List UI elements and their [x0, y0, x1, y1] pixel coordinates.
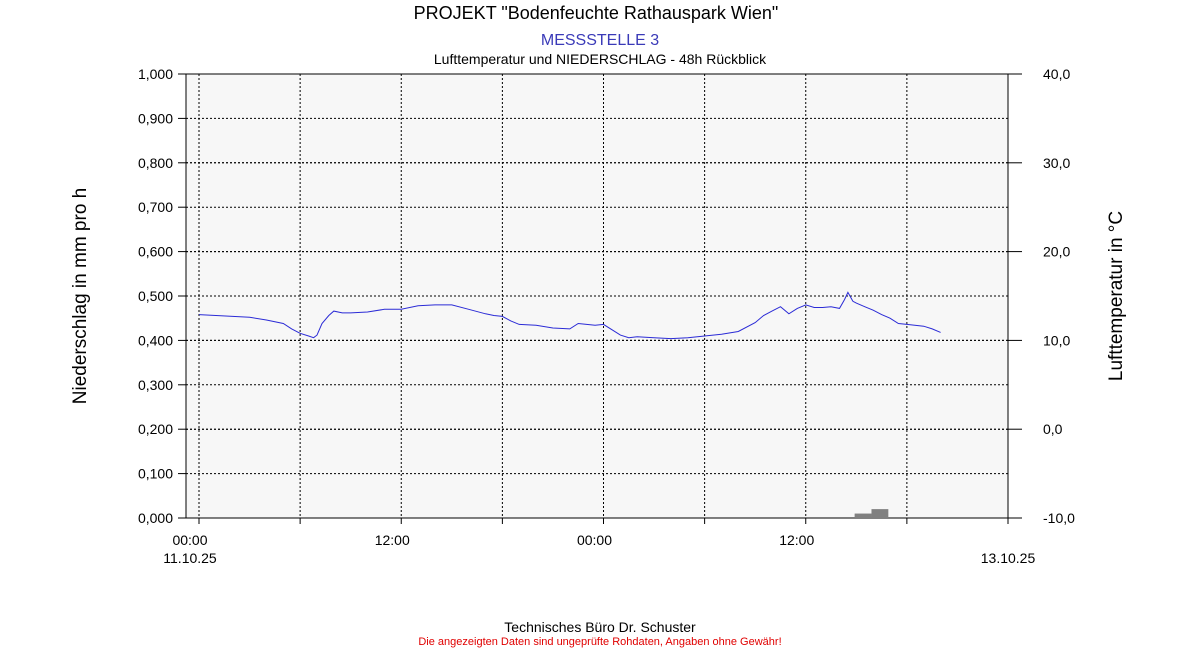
- right-tick-label: 10,0: [1043, 332, 1070, 348]
- right-tick-label: -10,0: [1043, 510, 1075, 526]
- left-tick-label: 0,800: [138, 155, 173, 171]
- left-tick-label: 0,000: [138, 510, 173, 526]
- left-axis: 0,000 0,100 0,200 0,300 0,400 0,500 0,600 0,700…: [138, 66, 186, 526]
- left-tick-label: 0,600: [138, 244, 173, 260]
- left-tick-label: 0,900: [138, 110, 173, 126]
- right-tick-label: 30,0: [1043, 155, 1070, 171]
- x-tick-label-date: 13.10.25: [981, 550, 1036, 566]
- right-tick-label: 40,0: [1043, 66, 1070, 82]
- right-axis: -10,0 0,0 10,0 20,0 30,0 40,0: [1008, 66, 1075, 526]
- chart-title: PROJEKT "Bodenfeuchte Rathauspark Wien": [414, 3, 779, 23]
- x-tick-label-time: 00:00: [577, 532, 612, 548]
- right-tick-label: 20,0: [1043, 244, 1070, 260]
- left-tick-label: 0,300: [138, 377, 173, 393]
- footer-company: Technisches Büro Dr. Schuster: [504, 619, 696, 635]
- x-tick-label-time: 12:00: [779, 532, 814, 548]
- left-tick-label: 0,400: [138, 332, 173, 348]
- left-tick-label: 0,500: [138, 288, 173, 304]
- temperature-line: [198, 291, 941, 340]
- grid-lines: [186, 74, 1008, 518]
- footer-disclaimer: Die angezeigten Daten sind ungeprüfte Ro…: [418, 636, 781, 648]
- chart-subtitle-secondary: Lufttemperatur und NIEDERSCHLAG - 48h Rü…: [434, 51, 767, 67]
- precipitation-bars: [854, 509, 889, 518]
- x-tick-label-time: 12:00: [375, 532, 410, 548]
- left-tick-label: 0,100: [138, 466, 173, 482]
- precipitation-bar: [871, 509, 889, 518]
- plot-area: [185, 73, 1009, 519]
- x-tick-label-time: 00:00: [172, 532, 207, 548]
- chart-subtitle: MESSSTELLE 3: [541, 32, 659, 49]
- right-tick-label: 0,0: [1043, 421, 1063, 437]
- left-tick-label: 0,700: [138, 199, 173, 215]
- left-axis-label: Niederschlag in mm pro h: [70, 188, 91, 404]
- precipitation-bar: [854, 513, 872, 518]
- x-tick-label-date: 11.10.25: [163, 550, 217, 566]
- right-axis-label: Lufttemperatur in °C: [1106, 211, 1127, 381]
- left-tick-label: 1,000: [138, 66, 173, 82]
- x-axis: 00:00 11.10.25 12:00 00:00 12:00 13.10.25: [163, 518, 1035, 566]
- left-tick-label: 0,200: [138, 421, 173, 437]
